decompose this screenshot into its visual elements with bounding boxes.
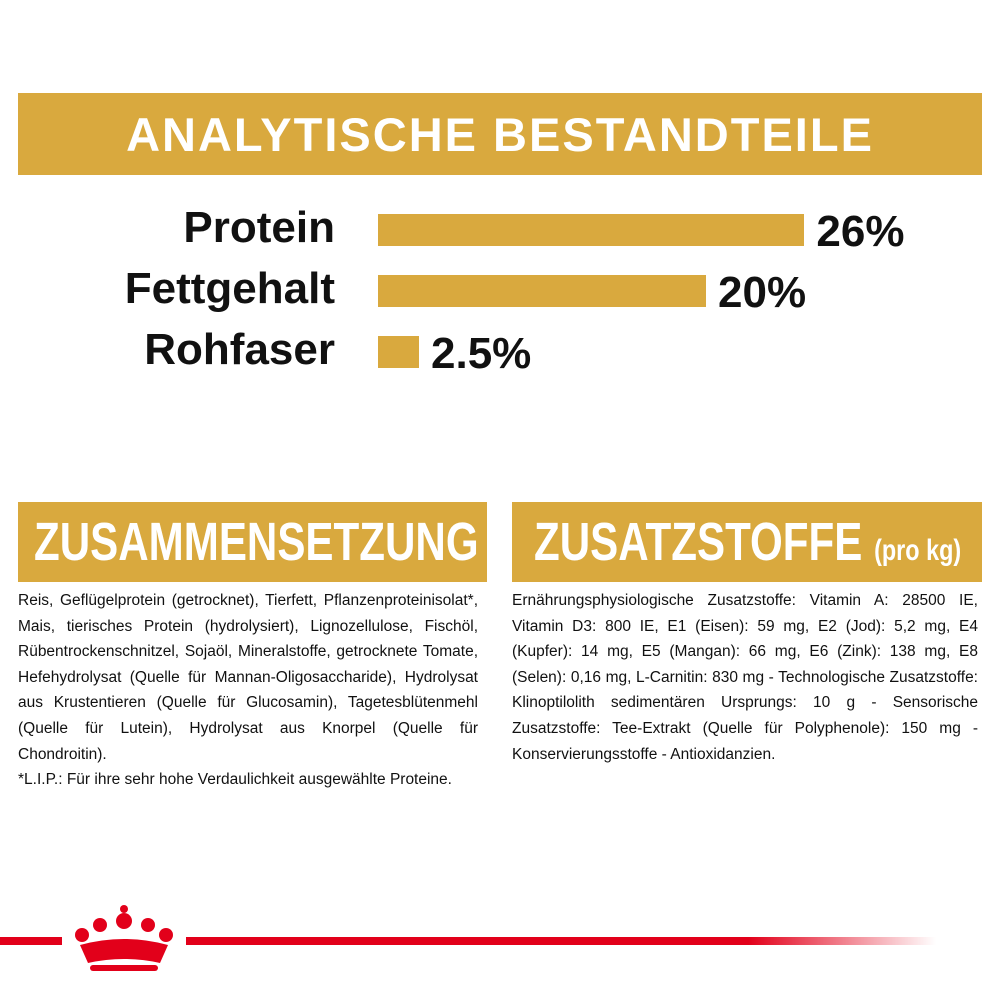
category-label: Rohfaser [144,325,335,374]
crown-logo [75,905,173,971]
footer-line-left [0,937,62,945]
bar [378,214,805,246]
value-label: 2.5% [431,329,532,378]
composition-title: ZUSAMMENSETZUNG [34,512,479,572]
brand-footer [0,905,936,971]
additives-unit: (pro kg) [874,534,962,567]
additives-title: ZUSATZSTOFFE [534,512,863,572]
category-label: Fettgehalt [124,264,335,313]
additives-text: Ernährungsphysiologische Zusatzstoffe: V… [512,592,978,763]
category-label: Protein [183,203,335,252]
additives-header: ZUSATZSTOFFE (pro kg) [512,502,982,582]
composition-text: Reis, Geflügelprotein (getrocknet), Tier… [18,592,478,763]
composition-header: ZUSAMMENSETZUNG [18,502,487,582]
composition-note: *L.I.P.: Für ihre sehr hohe Verdaulichke… [18,771,452,789]
bar [378,336,419,368]
value-label: 26% [816,207,905,256]
header-title: ANALYTISCHE BESTANDTEILE [126,107,874,161]
header-band: ANALYTISCHE BESTANDTEILE [18,93,982,175]
additives-heading: ZUSATZSTOFFE (pro kg) [534,511,961,573]
composition-body: Reis, Geflügelprotein (getrocknet), Tier… [18,588,478,793]
footer-line-right [186,937,936,945]
bar [378,275,706,307]
value-label: 20% [718,268,807,317]
